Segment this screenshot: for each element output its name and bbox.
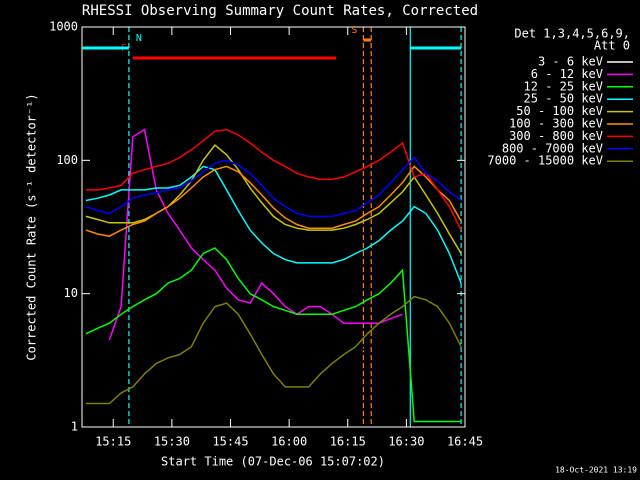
plot-area — [85, 27, 462, 427]
y-tick-label: 10 — [64, 286, 78, 300]
series-line — [85, 247, 462, 423]
legend-label: 12 - 25 keV — [524, 79, 603, 93]
y-axis-label: Corrected Count Rate (s⁻¹ detector⁻¹) — [25, 93, 39, 360]
legend-label: 6 - 12 keV — [531, 67, 603, 81]
y-tick-label: 1000 — [49, 20, 78, 34]
y-tick-label: 1 — [71, 420, 78, 434]
x-tick-label: 16:15 — [330, 435, 366, 449]
legend-label: 25 - 50 keV — [524, 92, 603, 106]
timestamp: 18-Oct-2021 13:19 — [555, 466, 637, 475]
legend-label: 100 - 300 keV — [509, 117, 603, 131]
flag-label: N — [136, 33, 142, 44]
x-tick-label: 16:30 — [388, 435, 424, 449]
x-tick-label: 15:45 — [212, 435, 248, 449]
legend-label: 800 - 7000 keV — [502, 141, 603, 155]
series-line — [108, 128, 403, 341]
chart-title: RHESSI Observing Summary Count Rates, Co… — [82, 3, 478, 19]
x-tick-label: 16:00 — [271, 435, 307, 449]
legend-title: Att 0 — [594, 39, 630, 53]
x-axis-label: Start Time (07-Dec-06 15:07:02) — [161, 455, 385, 469]
legend-label: 50 - 100 keV — [516, 104, 603, 118]
legend-label: 300 - 800 keV — [509, 129, 603, 143]
series-line — [85, 295, 462, 405]
legend-label: 7000 - 15000 keV — [487, 154, 603, 168]
x-tick-label: 15:30 — [154, 435, 190, 449]
plot-frame — [81, 26, 466, 428]
series-line — [85, 144, 462, 254]
series-line — [85, 156, 462, 218]
legend-title: Det 1,3,4,5,6,9, — [514, 27, 630, 41]
series-line — [85, 128, 462, 231]
x-tick-label: 16:45 — [447, 435, 483, 449]
series-line — [85, 165, 462, 284]
series-line — [85, 165, 462, 237]
y-tick-label: 100 — [56, 153, 78, 167]
legend-label: 3 - 6 keV — [538, 55, 603, 69]
x-tick-label: 15:15 — [95, 435, 131, 449]
flag-label: S — [351, 25, 357, 36]
